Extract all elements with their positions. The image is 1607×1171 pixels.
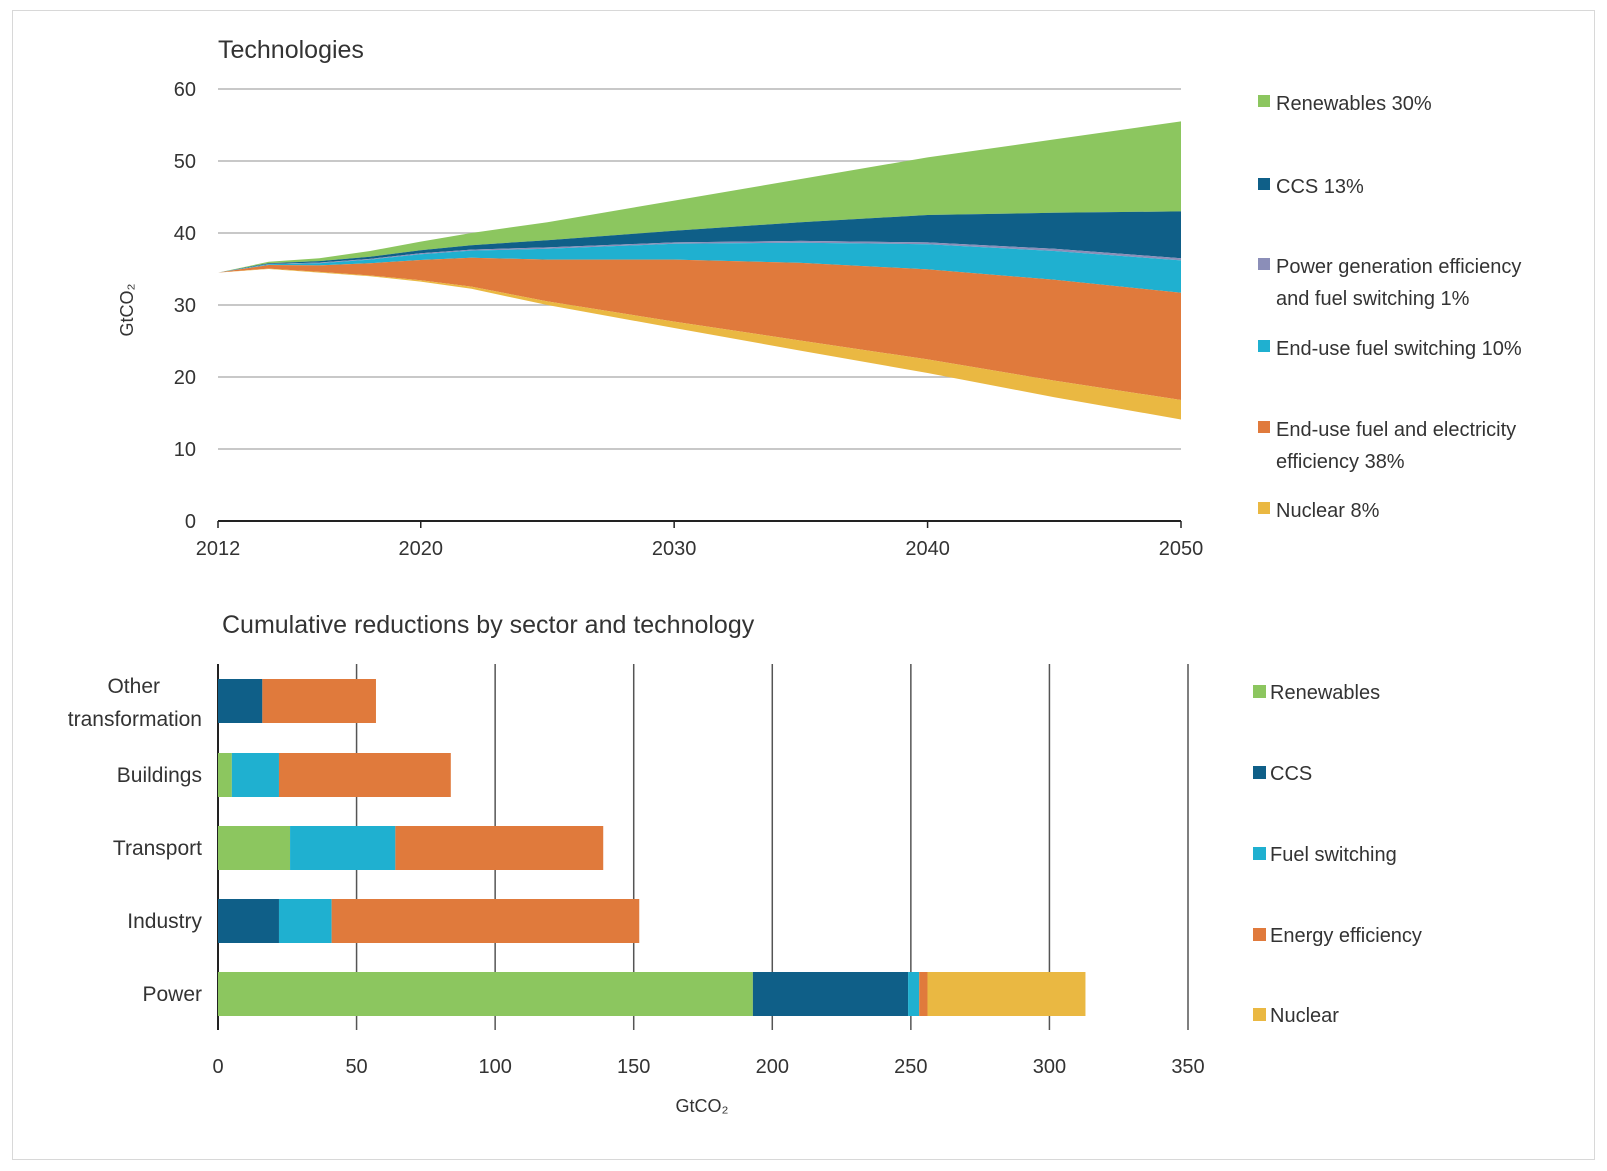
x-tick-label: 2040 <box>905 538 950 560</box>
bar-segment <box>278 753 451 797</box>
bar-segment <box>752 972 909 1016</box>
legend-swatch <box>1258 258 1270 270</box>
area-chart-title: Technologies <box>218 36 364 64</box>
category-label: Power <box>142 983 202 1006</box>
bar-segment <box>919 972 928 1016</box>
bar-segment <box>218 972 753 1016</box>
legend-label: Fuel switching <box>1270 844 1397 866</box>
category-label: Other transformation <box>68 675 202 731</box>
y-tick-label: 20 <box>174 367 196 389</box>
bar-segment <box>278 899 332 943</box>
x-tick-label: 2030 <box>652 538 697 560</box>
category-label: Buildings <box>117 764 202 787</box>
y-tick-label: 10 <box>174 439 196 461</box>
category-label: Industry <box>127 910 202 933</box>
legend-label: Energy efficiency <box>1270 925 1422 947</box>
y-tick-label: 40 <box>174 223 196 245</box>
legend-swatch <box>1258 502 1270 514</box>
x-tick-label: 50 <box>345 1056 367 1078</box>
bar-segment <box>395 826 604 870</box>
legend-swatch <box>1253 766 1266 779</box>
bar-chart-title: Cumulative reductions by sector and tech… <box>222 611 755 639</box>
y-tick-label: 50 <box>174 151 196 173</box>
legend-label: End-use fuel switching 10% <box>1276 338 1522 360</box>
area-series-1 <box>218 211 1181 273</box>
legend-swatch <box>1258 340 1270 352</box>
x-tick-label: 350 <box>1171 1056 1204 1078</box>
area-series-4 <box>218 257 1181 400</box>
legend-swatch <box>1253 685 1266 698</box>
legend-label: CCS <box>1270 763 1312 785</box>
legend-swatch <box>1253 928 1266 941</box>
bar-segment <box>218 753 232 797</box>
legend-label: Power generation efficiency and fuel swit… <box>1276 256 1521 310</box>
legend-swatch <box>1258 95 1270 107</box>
x-tick-label: 2050 <box>1159 538 1204 560</box>
bar-segment <box>908 972 920 1016</box>
bar-segment <box>290 826 396 870</box>
area-series-0 <box>218 121 1181 273</box>
x-tick-label: 150 <box>617 1056 650 1078</box>
y-tick-label: 60 <box>174 79 196 101</box>
x-tick-label: 2012 <box>196 538 241 560</box>
legend-swatch <box>1258 421 1270 433</box>
legend-label: Renewables <box>1270 682 1380 704</box>
x-tick-label: 200 <box>756 1056 789 1078</box>
legend-label: Nuclear <box>1270 1005 1339 1027</box>
y-tick-label: 0 <box>185 511 196 533</box>
legend-label: CCS 13% <box>1276 176 1364 198</box>
x-tick-label: 0 <box>212 1056 223 1078</box>
bar-chart: 0 50 100 150 200 250 300 350 Other transformation… <box>68 664 1422 1078</box>
bar-segment <box>927 972 1086 1016</box>
bar-chart-x-axis-label: GtCO₂ <box>676 1096 729 1116</box>
y-tick-label: 30 <box>174 295 196 317</box>
bar-segment <box>331 899 640 943</box>
x-tick-label: 250 <box>894 1056 927 1078</box>
legend-swatch <box>1258 178 1270 190</box>
bar-segment <box>262 679 376 723</box>
bar-segment <box>218 826 291 870</box>
bar-segment <box>218 899 279 943</box>
legend-label: Renewables 30% <box>1276 93 1432 115</box>
x-tick-label: 300 <box>1033 1056 1066 1078</box>
x-tick-label: 2020 <box>398 538 443 560</box>
legend-label: Nuclear 8% <box>1276 500 1380 522</box>
area-series-3 <box>218 242 1181 293</box>
area-chart-y-axis-label: GtCO₂ <box>117 283 137 336</box>
category-label: Transport <box>113 837 202 860</box>
bar-segment <box>218 679 263 723</box>
bar-segment <box>231 753 279 797</box>
x-tick-label: 100 <box>478 1056 511 1078</box>
legend-label: End-use fuel and electricity efficiency 3… <box>1276 419 1516 473</box>
legend-swatch <box>1253 1008 1266 1021</box>
legend-swatch <box>1253 847 1266 860</box>
